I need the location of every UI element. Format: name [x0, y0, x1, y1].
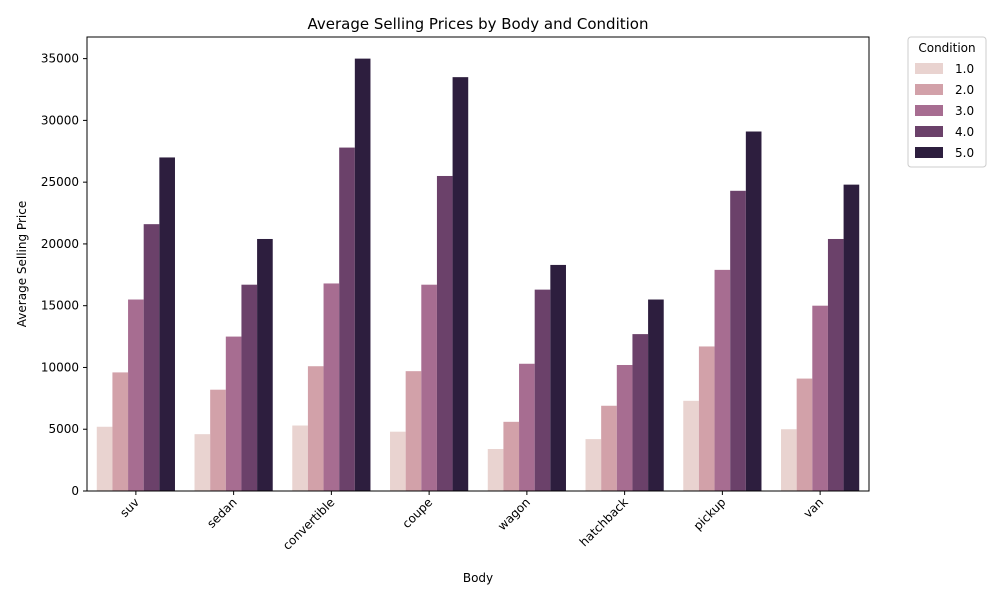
bar-van-condition-2.0: [796, 378, 813, 491]
plot-frame: [86, 36, 870, 492]
x-tick-label: suv: [117, 495, 142, 520]
legend-swatch: [915, 126, 943, 137]
bar-convertible-condition-5.0: [354, 58, 371, 492]
legend-label: 3.0: [955, 104, 974, 118]
bar-van-condition-5.0: [843, 184, 860, 491]
bar-convertible-condition-3.0: [323, 283, 340, 491]
legend-label: 4.0: [955, 125, 974, 139]
bar-van-condition-1.0: [781, 429, 797, 491]
bar-sedan-condition-5.0: [257, 238, 273, 491]
bar-hatchback-condition-3.0: [616, 364, 633, 491]
bar-wagon-condition-1.0: [487, 449, 504, 491]
bar-wagon-condition-2.0: [503, 421, 520, 491]
bar-van-condition-4.0: [827, 238, 844, 491]
y-tick-label: 20000: [41, 237, 79, 251]
bar-coupe-condition-5.0: [452, 77, 469, 492]
legend-title: Condition: [918, 41, 975, 55]
legend-swatch: [915, 84, 943, 95]
bar-coupe-condition-4.0: [436, 175, 453, 492]
legend-label: 1.0: [955, 62, 974, 76]
x-tick-label: van: [801, 495, 827, 521]
bar-pickup-condition-3.0: [714, 269, 731, 491]
x-tick-label: sedan: [204, 495, 240, 531]
y-tick-label: 0: [71, 484, 79, 498]
legend-items: 1.0 2.0 3.0 4.0 5.0: [915, 62, 974, 160]
bar-suv-condition-1.0: [96, 426, 113, 491]
bar-suv-condition-4.0: [143, 224, 160, 491]
bar-pickup-condition-1.0: [683, 400, 699, 491]
x-tick-label: pickup: [691, 495, 729, 533]
bar-convertible-condition-4.0: [339, 147, 355, 491]
bar-sedan-condition-4.0: [241, 284, 258, 491]
bar-convertible-condition-1.0: [292, 425, 308, 491]
y-tick-label: 25000: [41, 175, 79, 189]
bar-wagon-condition-3.0: [519, 363, 535, 491]
bar-hatchback-condition-5.0: [648, 299, 664, 491]
bar-hatchback-condition-2.0: [601, 405, 617, 491]
bar-coupe-condition-1.0: [390, 431, 406, 491]
bar-pickup-condition-4.0: [730, 190, 746, 492]
bar-van-condition-3.0: [812, 305, 828, 491]
bar-wagon-condition-5.0: [550, 264, 566, 491]
bar-convertible-condition-2.0: [307, 366, 324, 491]
bar-suv-condition-3.0: [128, 299, 144, 491]
bar-wagon-condition-4.0: [534, 289, 551, 491]
x-axis-label: Body: [463, 571, 493, 585]
bar-suv-condition-5.0: [159, 157, 175, 491]
x-axis: suv sedan convertible coupe wagon hatchback pi…: [117, 491, 826, 553]
y-tick-label: 30000: [41, 113, 79, 127]
y-tick-label: 5000: [48, 422, 79, 436]
bar-coupe-condition-2.0: [405, 371, 422, 491]
y-axis-label: Average Selling Price: [15, 201, 29, 327]
y-tick-label: 10000: [41, 360, 79, 374]
bar-suv-condition-2.0: [112, 372, 129, 491]
y-tick-label: 35000: [41, 52, 79, 66]
bars-layer: [96, 58, 860, 492]
bar-sedan-condition-2.0: [210, 389, 226, 491]
bar-coupe-condition-3.0: [421, 284, 437, 491]
legend-label: 2.0: [955, 83, 974, 97]
bar-sedan-condition-1.0: [194, 434, 211, 491]
bar-pickup-condition-5.0: [745, 131, 762, 491]
bar-pickup-condition-2.0: [698, 346, 715, 491]
legend: Condition 1.0 2.0 3.0 4.0 5.0: [907, 36, 987, 168]
x-tick-label: convertible: [280, 495, 338, 553]
y-axis: 0 5000 10000 15000 20000 25000 30000 35000: [41, 52, 87, 498]
bar-sedan-condition-3.0: [225, 336, 242, 491]
x-tick-label: hatchback: [577, 495, 631, 549]
bar-hatchback-condition-1.0: [585, 439, 602, 491]
legend-swatch: [915, 63, 943, 74]
x-tick-label: wagon: [495, 495, 533, 533]
y-tick-label: 15000: [41, 299, 79, 313]
x-tick-label: coupe: [400, 495, 436, 531]
legend-swatch: [915, 105, 943, 116]
legend-label: 5.0: [955, 146, 974, 160]
legend-swatch: [915, 147, 943, 158]
chart-title: Average Selling Prices by Body and Condi…: [308, 15, 649, 33]
bar-hatchback-condition-4.0: [632, 334, 649, 491]
